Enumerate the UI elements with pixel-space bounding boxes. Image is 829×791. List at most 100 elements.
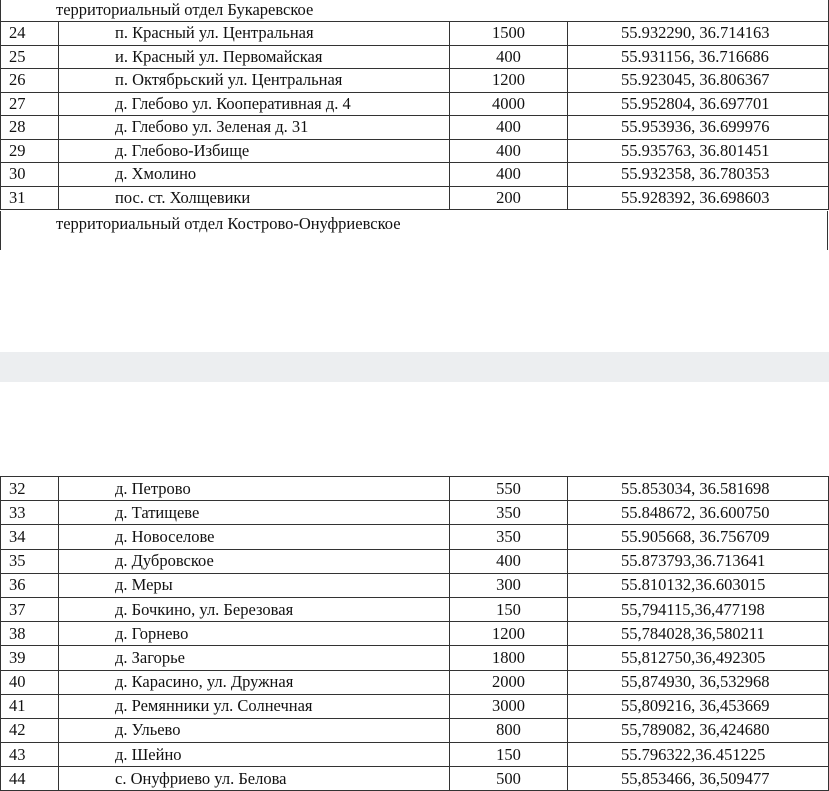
row-number: 29	[0, 138, 59, 163]
coordinates: 55,809216, 36,453669	[567, 693, 829, 719]
coordinates: 55.853034, 36.581698	[567, 475, 829, 502]
location-name: д. Ремянники ул. Солнечная	[58, 693, 450, 719]
table-row: 28 д. Глебово ул. Зеленая д. 31 400 55.9539…	[0, 115, 829, 140]
row-number: 37	[0, 596, 59, 623]
coordinates: 55.810132,36.603015	[567, 572, 829, 598]
location-name: д. Ульево	[58, 717, 450, 744]
row-number: 43	[0, 742, 59, 768]
quantity-value: 400	[449, 138, 568, 163]
quantity-value: 400	[449, 162, 568, 187]
coordinates: 55.931156, 36.716686	[566, 44, 829, 69]
quantity-value: 1500	[449, 21, 568, 46]
location-name: д. Глебово ул. Зеленая д. 31	[58, 115, 450, 140]
quantity-value: 150	[449, 596, 568, 623]
table-row: 27 д. Глебово ул. Кооперативная д. 4 4000 5…	[0, 91, 829, 116]
quantity-value: 800	[449, 717, 568, 744]
row-number: 27	[0, 91, 59, 116]
quantity-value: 150	[449, 742, 568, 768]
row-number: 42	[0, 717, 59, 744]
location-name: д. Новоселове	[58, 524, 450, 550]
section-header-row: территориальный отдел Букаревское	[0, 0, 829, 22]
table-row: 26 п. Октябрьский ул. Центральная 1200 55.9…	[0, 68, 829, 93]
table-row: 31 пос. ст. Холщевики 200 55.928392, 36.698…	[0, 185, 829, 210]
coordinates: 55.905668, 36.756709	[567, 524, 829, 550]
row-number: 25	[0, 44, 59, 69]
coordinates: 55,874930, 36,532968	[567, 669, 829, 695]
coordinates: 55,789082, 36,424680	[567, 717, 829, 744]
quantity-value: 3000	[449, 693, 568, 719]
coordinates: 55.848672, 36.600750	[567, 500, 829, 526]
coordinates: 55.928392, 36.698603	[566, 185, 829, 210]
row-number: 30	[0, 162, 59, 187]
coordinates: 55.935763, 36.801451	[566, 138, 829, 163]
row-number: 28	[0, 115, 59, 140]
location-name: и. Красный ул. Первомайская	[58, 44, 450, 69]
quantity-value: 2000	[449, 669, 568, 695]
table-row: 36 д. Меры 300 55.810132,36.603015	[0, 572, 829, 598]
quantity-value: 1200	[449, 621, 568, 647]
row-number: 33	[0, 500, 59, 526]
coordinates: 55.952804, 36.697701	[566, 91, 829, 116]
row-number: 32	[0, 475, 59, 502]
row-number: 44	[0, 766, 59, 791]
table-row: 24 п. Красный ул. Центральная 1500 55.93229…	[0, 21, 829, 46]
coordinates: 55.953936, 36.699976	[566, 115, 829, 140]
location-name: д. Дубровское	[58, 548, 450, 574]
quantity-value: 400	[449, 115, 568, 140]
coordinates: 55,784028,36,580211	[567, 621, 829, 647]
quantity-value: 400	[449, 548, 568, 574]
coordinates: 55.796322,36.451225	[567, 742, 829, 768]
row-number: 35	[0, 548, 59, 574]
coordinates: 55.923045, 36.806367	[566, 68, 829, 93]
quantity-value: 1200	[449, 68, 568, 93]
table-row: 40 д. Карасино, ул. Дружная 2000 55,874930,…	[0, 669, 829, 695]
location-name: д. Меры	[58, 572, 450, 598]
table-row: 25 и. Красный ул. Первомайская 400 55.93115…	[0, 44, 829, 69]
table-row: 42 д. Ульево 800 55,789082, 36,424680	[0, 717, 829, 744]
quantity-value: 350	[449, 500, 568, 526]
quantity-value: 500	[449, 766, 568, 791]
table-row: 33 д. Татищеве 350 55.848672, 36.600750	[0, 500, 829, 526]
table-row: 30 д. Хмолино 400 55.932358, 36.780353	[0, 162, 829, 187]
location-name: д. Глебово ул. Кооперативная д. 4	[58, 91, 450, 116]
table-row: 39 д. Загорье 1800 55,812750,36,492305	[0, 645, 829, 671]
row-number: 41	[0, 693, 59, 719]
table-row: 44 с. Онуфриево ул. Белова 500 55,853466, 3…	[0, 766, 829, 791]
location-name: д. Татищеве	[58, 500, 450, 526]
section-title: территориальный отдел Кострово-Онуфриевс…	[56, 214, 401, 233]
row-number: 26	[0, 68, 59, 93]
table-row: 34 д. Новоселове 350 55.905668, 36.756709	[0, 524, 829, 550]
quantity-value: 1800	[449, 645, 568, 671]
location-name: д. Петрово	[58, 475, 450, 502]
coordinates: 55,794115,36,477198	[567, 596, 829, 623]
quantity-value: 4000	[449, 91, 568, 116]
location-name: д. Хмолино	[58, 162, 450, 187]
row-number: 36	[0, 572, 59, 598]
location-name: п. Октябрьский ул. Центральная	[58, 68, 450, 93]
coordinates: 55.932290, 36.714163	[566, 21, 829, 46]
location-name: д. Глебово-Избище	[58, 138, 450, 163]
table-bukarevskoe: территориальный отдел Букаревское 24 п. К…	[0, 0, 829, 210]
location-name: д. Загорье	[58, 645, 450, 671]
table-row: 37 д. Бочкино, ул. Березовая 150 55,794115,…	[0, 596, 829, 623]
table-row: 29 д. Глебово-Избище 400 55.935763, 36.8014…	[0, 138, 829, 163]
row-number: 38	[0, 621, 59, 647]
quantity-value: 300	[449, 572, 568, 598]
table-row: 38 д. Горнево 1200 55,784028,36,580211	[0, 621, 829, 647]
section-title: территориальный отдел Букаревское	[0, 0, 829, 22]
quantity-value: 400	[449, 44, 568, 69]
quantity-value: 200	[449, 185, 568, 210]
table-row: 43 д. Шейно 150 55.796322,36.451225	[0, 742, 829, 768]
row-number: 31	[0, 185, 59, 210]
coordinates: 55,853466, 36,509477	[567, 766, 829, 791]
row-number: 34	[0, 524, 59, 550]
location-name: пос. ст. Холщевики	[58, 185, 450, 210]
row-number: 24	[0, 21, 59, 46]
row-number: 40	[0, 669, 59, 695]
table-row: 41 д. Ремянники ул. Солнечная 3000 55,80921…	[0, 693, 829, 719]
quantity-value: 550	[449, 475, 568, 502]
table-row: 35 д. Дубровское 400 55.873793,36.713641	[0, 548, 829, 574]
section-header-row: территориальный отдел Кострово-Онуфриевс…	[0, 211, 828, 250]
coordinates: 55,812750,36,492305	[567, 645, 829, 671]
table-row: 32 д. Петрово 550 55.853034, 36.581698	[0, 475, 829, 502]
